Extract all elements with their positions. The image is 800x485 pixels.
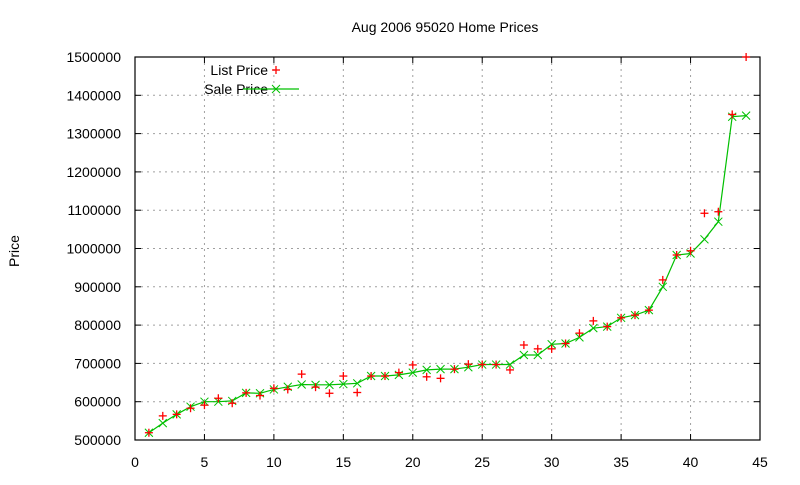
legend-label-sale-price: Sale Price <box>204 81 268 97</box>
chart-title: Aug 2006 95020 Home Prices <box>352 19 539 35</box>
x-tick-label: 20 <box>405 454 421 470</box>
plot-border <box>134 56 761 441</box>
x-tick-label: 10 <box>266 454 282 470</box>
y-axis-ticks: 500000 600000 700000 800000 900000 1000000 110… <box>66 49 760 448</box>
legend-label-list-price: List Price <box>210 62 268 78</box>
x-tick-label: 25 <box>474 454 490 470</box>
x-tick-label: 45 <box>752 454 768 470</box>
x-tick-label: 40 <box>683 454 699 470</box>
y-tick-label: 900000 <box>74 279 121 295</box>
y-axis-label: Price <box>6 235 22 267</box>
y-tick-label: 1000000 <box>66 241 121 257</box>
y-tick-label: 700000 <box>74 355 121 371</box>
x-tick-label: 30 <box>544 454 560 470</box>
x-axis-ticks: 0 5 10 15 20 25 30 35 40 45 <box>131 57 768 470</box>
sale-price-line <box>148 115 747 434</box>
x-marker-line-icon <box>243 84 299 94</box>
y-tick-label: 1400000 <box>66 87 121 103</box>
y-tick-label: 1500000 <box>66 49 121 65</box>
y-tick-label: 500000 <box>74 432 121 448</box>
legend: List Price Sale Price <box>204 62 299 97</box>
x-tick-label: 35 <box>613 454 629 470</box>
y-tick-label: 600000 <box>74 394 121 410</box>
grid-lines <box>135 57 760 440</box>
y-tick-label: 1200000 <box>66 164 121 180</box>
series-list-price <box>144 53 751 437</box>
series-sale-price <box>144 111 751 438</box>
x-tick-label: 5 <box>201 454 209 470</box>
plus-marker-icon <box>272 66 280 74</box>
y-tick-label: 1100000 <box>68 202 122 218</box>
x-tick-label: 0 <box>131 454 139 470</box>
y-tick-label: 800000 <box>74 317 121 333</box>
y-tick-label: 1300000 <box>66 126 121 142</box>
x-tick-label: 15 <box>336 454 352 470</box>
